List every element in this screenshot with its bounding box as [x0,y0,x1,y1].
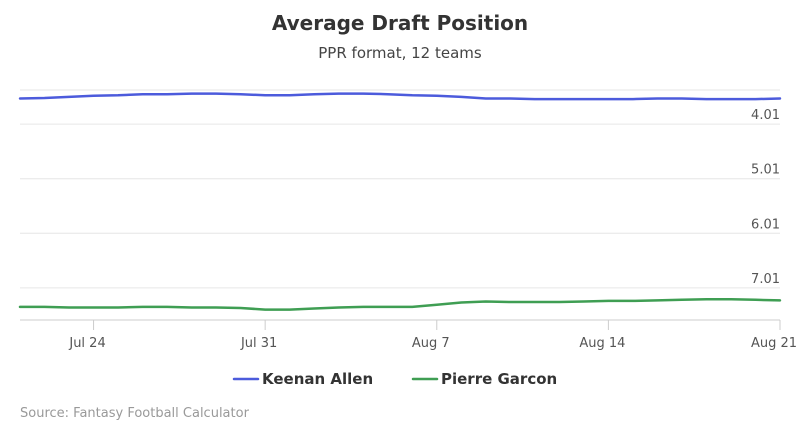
y-tick-label: 7.01 [751,272,780,287]
legend-label[interactable]: Pierre Garcon [441,370,557,388]
y-axis-labels: 4.01 5.01 6.01 7.01 [751,108,780,287]
source-credit[interactable]: Source: Fantasy Football Calculator [20,406,250,421]
series-lines [18,92,782,311]
x-tick-label: Aug 7 [412,336,450,351]
x-tick-label: Aug 14 [579,336,625,351]
y-tick-label: 5.01 [751,163,780,178]
series-line-1[interactable] [18,298,782,311]
x-axis-labels: Jul 24 Jul 31 Aug 7 Aug 14 Aug 21 [68,336,797,351]
y-tick-label: 6.01 [751,217,780,232]
legend-label[interactable]: Keenan Allen [262,370,373,388]
gridlines [20,89,780,289]
x-tick-label: Aug 21 [751,336,797,351]
chart-title: Average Draft Position [272,11,528,35]
x-tick-label: Jul 31 [240,336,277,351]
x-axis [20,319,781,330]
legend[interactable]: Keenan Allen Pierre Garcon [232,370,557,388]
series-line-0[interactable] [18,92,782,101]
x-tick-label: Jul 24 [68,336,105,351]
chart-subtitle: PPR format, 12 teams [318,44,482,62]
y-tick-label: 4.01 [751,108,780,123]
